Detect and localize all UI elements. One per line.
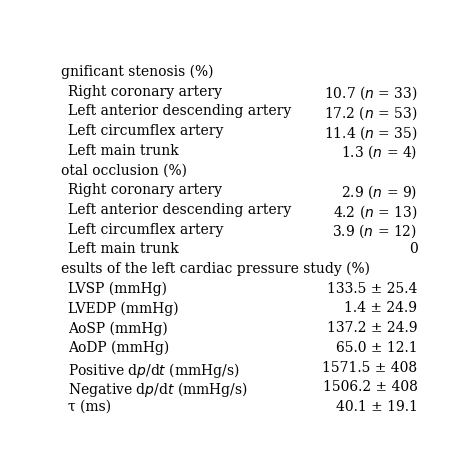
Text: 133.5 ± 25.4: 133.5 ± 25.4 (327, 282, 418, 296)
Text: 0: 0 (409, 242, 418, 256)
Text: esults of the left cardiac pressure study (%): esults of the left cardiac pressure stud… (61, 262, 370, 276)
Text: Negative d$p$/d$t$ (mmHg/s): Negative d$p$/d$t$ (mmHg/s) (68, 380, 248, 399)
Text: otal occlusion (%): otal occlusion (%) (61, 164, 187, 177)
Text: Positive d$p$/d$t$ (mmHg/s): Positive d$p$/d$t$ (mmHg/s) (68, 361, 240, 380)
Text: 1571.5 ± 408: 1571.5 ± 408 (322, 361, 418, 374)
Text: 1506.2 ± 408: 1506.2 ± 408 (322, 380, 418, 394)
Text: 1.3 ($n$ = 4): 1.3 ($n$ = 4) (341, 144, 418, 162)
Text: Right coronary artery: Right coronary artery (68, 183, 222, 197)
Text: 40.1 ± 19.1: 40.1 ± 19.1 (336, 400, 418, 414)
Text: LVSP (mmHg): LVSP (mmHg) (68, 282, 167, 296)
Text: Left main trunk: Left main trunk (68, 242, 179, 256)
Text: AoDP (mmHg): AoDP (mmHg) (68, 341, 170, 355)
Text: AoSP (mmHg): AoSP (mmHg) (68, 321, 168, 336)
Text: Left circumflex artery: Left circumflex artery (68, 124, 224, 138)
Text: 2.9 ($n$ = 9): 2.9 ($n$ = 9) (341, 183, 418, 201)
Text: τ (ms): τ (ms) (68, 400, 111, 414)
Text: 11.4 ($n$ = 35): 11.4 ($n$ = 35) (324, 124, 418, 142)
Text: 3.9 ($n$ = 12): 3.9 ($n$ = 12) (332, 223, 418, 240)
Text: LVEDP (mmHg): LVEDP (mmHg) (68, 301, 179, 316)
Text: 65.0 ± 12.1: 65.0 ± 12.1 (336, 341, 418, 355)
Text: 1.4 ± 24.9: 1.4 ± 24.9 (345, 301, 418, 315)
Text: 137.2 ± 24.9: 137.2 ± 24.9 (327, 321, 418, 335)
Text: 4.2 ($n$ = 13): 4.2 ($n$ = 13) (333, 203, 418, 220)
Text: Right coronary artery: Right coronary artery (68, 85, 222, 99)
Text: Left circumflex artery: Left circumflex artery (68, 223, 224, 237)
Text: Left anterior descending artery: Left anterior descending artery (68, 203, 292, 217)
Text: 10.7 ($n$ = 33): 10.7 ($n$ = 33) (324, 85, 418, 102)
Text: Left main trunk: Left main trunk (68, 144, 179, 158)
Text: Left anterior descending artery: Left anterior descending artery (68, 104, 292, 118)
Text: 17.2 ($n$ = 53): 17.2 ($n$ = 53) (324, 104, 418, 122)
Text: gnificant stenosis (%): gnificant stenosis (%) (61, 65, 214, 79)
